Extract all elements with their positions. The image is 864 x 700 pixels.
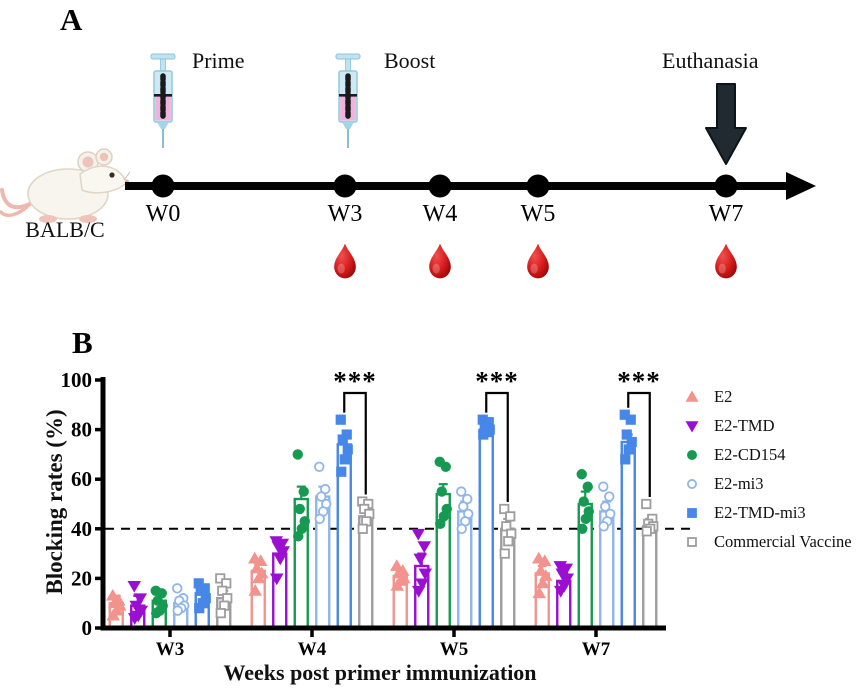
svg-text:40: 40 xyxy=(71,517,92,541)
square-legend-marker-icon xyxy=(687,507,697,518)
svg-text:100: 100 xyxy=(61,368,93,392)
boost-syringe-icon xyxy=(335,53,361,148)
circle-legend-marker-icon xyxy=(687,478,697,489)
timeline xyxy=(125,172,816,200)
blood-drop-icon xyxy=(334,243,356,279)
blood-drop-icon xyxy=(715,243,737,279)
triangle-down-legend-marker-icon xyxy=(685,420,699,433)
prime-syringe-icon xyxy=(150,53,176,148)
blood-drop-icon xyxy=(527,243,549,279)
mouse-strain-label: BALB/C xyxy=(25,217,105,242)
legend-item: E2 xyxy=(684,382,852,411)
legend-label: E2-TMD-mi3 xyxy=(714,502,806,522)
euthanasia-label: Euthanasia xyxy=(662,48,759,73)
svg-text:60: 60 xyxy=(71,467,92,491)
boost-label: Boost xyxy=(384,48,436,73)
svg-text:W4: W4 xyxy=(298,639,327,660)
timeline-week-4: W4 xyxy=(422,201,458,227)
legend-label: E2 xyxy=(714,386,733,406)
svg-text:W7: W7 xyxy=(582,639,611,660)
legend-label: E2-CD154 xyxy=(714,444,786,464)
legend-item: Commercial Vaccine xyxy=(684,527,852,556)
svg-text:***: *** xyxy=(333,366,377,396)
svg-text:20: 20 xyxy=(71,566,92,590)
square-legend-marker-icon xyxy=(687,536,697,547)
legend-label: E2-TMD xyxy=(714,415,775,435)
legend-label: E2-mi3 xyxy=(714,473,764,493)
panel-a-label: A xyxy=(60,2,83,37)
legend-item: E2-TMD xyxy=(684,411,852,440)
euthanasia-arrow-icon xyxy=(705,83,747,165)
legend-item: E2-CD154 xyxy=(684,440,852,469)
svg-text:***: *** xyxy=(617,366,661,396)
timeline-week-0: W0 xyxy=(145,201,181,227)
chart-legend: E2 E2-TMD E2-CD154 E2-mi3 E2-TMD-mi3 Commerci… xyxy=(684,382,852,556)
triangle-up-legend-marker-icon xyxy=(685,389,699,402)
legend-item: E2-mi3 xyxy=(684,469,852,498)
mouse-icon xyxy=(0,148,130,223)
circle-legend-marker-icon xyxy=(687,449,697,460)
y-axis-title: Blocking rates (%) xyxy=(42,409,67,595)
legend-item: E2-TMD-mi3 xyxy=(684,498,852,527)
timeline-week-5: W5 xyxy=(520,201,556,227)
timeline-week-3: W3 xyxy=(327,201,363,227)
svg-text:W3: W3 xyxy=(156,639,185,660)
timeline-week-7: W7 xyxy=(708,201,744,227)
prime-label: Prime xyxy=(192,48,245,73)
svg-text:W5: W5 xyxy=(440,639,469,660)
svg-text:***: *** xyxy=(475,366,519,396)
panel-b-label: B xyxy=(72,325,93,360)
x-axis-title: Weeks post primer immunization xyxy=(223,660,537,685)
svg-text:0: 0 xyxy=(82,616,93,640)
blood-drop-icon xyxy=(429,243,451,279)
svg-text:80: 80 xyxy=(71,418,92,442)
legend-label: Commercial Vaccine xyxy=(714,531,852,551)
